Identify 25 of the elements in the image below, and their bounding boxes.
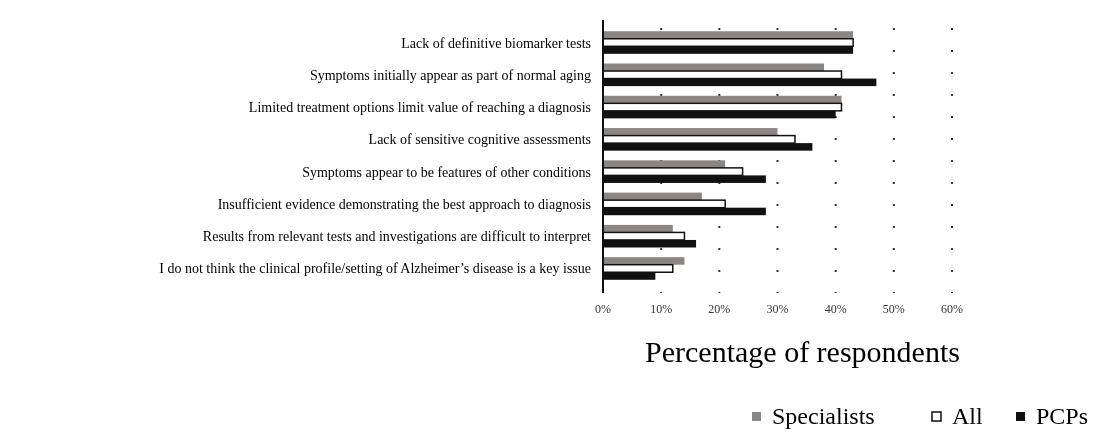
- x-tick-label: 50%: [882, 302, 905, 316]
- legend-label: Specialists: [772, 403, 875, 429]
- x-tick-label: 40%: [824, 302, 847, 316]
- y-tick-label: Lack of sensitive cognitive assessments: [368, 132, 591, 148]
- x-tick-label: 60%: [941, 302, 963, 316]
- y-tick-label: Symptoms initially appear as part of normal aging: [309, 67, 591, 83]
- y-tick-label: Symptoms appear to be features of other conditions: [302, 164, 591, 180]
- legend-label: PCPs: [1036, 403, 1089, 429]
- x-axis-title: Percentage of respondents: [645, 335, 960, 368]
- legend-label: All: [952, 403, 983, 429]
- x-tick-label: 0%: [595, 302, 611, 316]
- y-tick-label: Results from relevant tests and investigations are difficult to interpret: [202, 229, 592, 245]
- bar: [603, 160, 726, 168]
- x-tick-label: 20%: [708, 302, 731, 316]
- y-tick-label: Limited treatment options limit value of reaching a diagnosis: [248, 100, 591, 116]
- x-tick-label: 10%: [650, 302, 673, 316]
- bar: [603, 257, 685, 265]
- y-tick-label: Lack of definitive biomarker tests: [401, 35, 591, 51]
- bar: [603, 31, 854, 39]
- bar: [603, 128, 778, 136]
- x-tick-label: 30%: [766, 302, 789, 316]
- bar: [603, 224, 673, 233]
- y-tick-label: Insufficient evidence demonstrating the best approach to diagnosis: [217, 196, 591, 212]
- bar: [603, 95, 842, 104]
- y-tick-label: I do not think the clinical profile/setting of Alzheimer’s disease is a key issue: [159, 261, 591, 277]
